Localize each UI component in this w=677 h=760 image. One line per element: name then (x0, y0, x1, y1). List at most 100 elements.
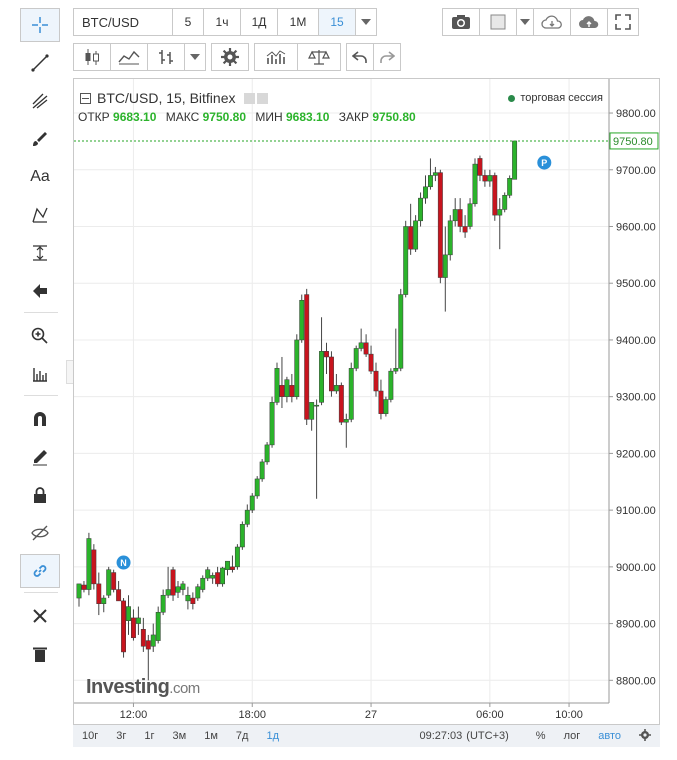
clock-timezone[interactable]: (UTC+3) (466, 730, 509, 742)
symbol-search[interactable]: BTC/USD (73, 8, 173, 36)
candle-body (76, 583, 82, 599)
candle-body (131, 617, 136, 639)
x-tick-label: 12:00 (120, 709, 148, 721)
chart-type-candles[interactable] (73, 43, 111, 71)
range-10y[interactable]: 10г (82, 730, 99, 742)
link-tool[interactable] (20, 554, 60, 588)
candle-body (437, 172, 443, 278)
color-button[interactable] (479, 8, 517, 36)
candle-body (269, 402, 275, 446)
brand-main: Investing (86, 676, 170, 698)
event-badge-circle (116, 555, 131, 570)
screenshot-button[interactable] (442, 8, 480, 36)
candle-body (457, 209, 463, 227)
range-3y[interactable]: 3г (116, 730, 127, 742)
y-tick-label: 9700.00 (616, 165, 656, 177)
range-1m[interactable]: 1м (204, 730, 218, 742)
candle (220, 566, 226, 587)
ruler-tool[interactable] (20, 357, 60, 391)
candle (140, 617, 146, 652)
measure-tool[interactable] (20, 236, 60, 270)
range-3m[interactable]: 3м (172, 730, 187, 742)
ohlc-values: ОТКР 9683.10 МАКС 9750.80 МИН 9683.10 ЗА… (78, 110, 416, 124)
candle-body (329, 356, 334, 392)
candle-body (309, 402, 315, 420)
event-badge[interactable]: P (537, 155, 552, 170)
hide-tool[interactable] (20, 516, 60, 550)
interval-dropdown[interactable] (355, 8, 377, 36)
candle (329, 351, 334, 397)
trash-tool[interactable] (20, 637, 60, 671)
chart-grid (74, 79, 609, 703)
chart-type-area[interactable] (110, 43, 148, 71)
chart-type-dropdown[interactable] (184, 43, 206, 71)
candle-body (502, 195, 508, 210)
crosshair-tool[interactable] (20, 8, 60, 42)
candle (324, 342, 329, 374)
candle-body (155, 611, 161, 641)
gear-icon (221, 48, 239, 66)
range-1y[interactable]: 1г (144, 730, 155, 742)
lock-tool[interactable] (20, 478, 60, 512)
compare-button[interactable] (297, 43, 341, 71)
interval-1m[interactable]: 1М (277, 8, 319, 36)
candle (413, 215, 419, 253)
interval-5-label: 5 (184, 15, 192, 29)
scale-settings[interactable] (630, 728, 660, 744)
pitchfork-tool[interactable] (20, 84, 60, 118)
eye-icon[interactable] (243, 92, 255, 104)
candle (284, 376, 290, 403)
pencil-lock-tool[interactable] (20, 440, 60, 474)
candle (96, 572, 102, 616)
candle (259, 459, 265, 482)
range-1d[interactable]: 1д (266, 730, 279, 742)
log-toggle[interactable]: лог (563, 730, 581, 742)
brand-suffix: .com (169, 680, 200, 697)
color-dropdown[interactable] (516, 8, 534, 36)
tools-tool[interactable] (20, 599, 60, 633)
settings-button[interactable] (211, 43, 249, 71)
event-badge[interactable]: N (116, 555, 131, 570)
y-tick-label: 8800.00 (616, 675, 656, 687)
chart-legend: BTC/USD, 15, Bitfinex (80, 90, 268, 106)
candle-body (111, 572, 117, 590)
fullscreen-button[interactable] (607, 8, 639, 36)
candle (195, 583, 201, 601)
candle-body (180, 583, 186, 590)
candle (502, 192, 508, 213)
candle (101, 595, 107, 613)
studies-button[interactable] (254, 43, 298, 71)
eye-hide-icon (31, 525, 49, 541)
interval-1d-label: 1Д (251, 15, 267, 29)
candle (205, 566, 211, 582)
candle-body (170, 569, 176, 596)
left-toolbar: Aa (20, 8, 62, 675)
brush-tool[interactable] (20, 122, 60, 156)
candle (111, 569, 117, 593)
candle (289, 373, 295, 403)
percent-toggle[interactable]: % (535, 730, 546, 742)
interval-15[interactable]: 15 (318, 8, 356, 36)
candle-body (230, 566, 235, 570)
pattern-tool[interactable] (20, 198, 60, 232)
candle (230, 555, 235, 573)
indicators-icon (118, 50, 140, 65)
range-7d[interactable]: 7д (235, 730, 249, 742)
redo-button[interactable] (373, 43, 401, 71)
auto-toggle[interactable]: авто (598, 730, 621, 742)
candle-body (234, 546, 240, 568)
interval-1d[interactable]: 1Д (240, 8, 278, 36)
legend-collapse[interactable] (80, 92, 91, 104)
arrow-tool[interactable] (20, 274, 60, 308)
interval-5[interactable]: 5 (172, 8, 204, 36)
candle (432, 166, 438, 182)
gear-icon[interactable] (256, 92, 268, 104)
candle-body (145, 640, 151, 650)
y-tick-label: 9400.00 (616, 335, 656, 347)
zoom-tool[interactable] (20, 319, 60, 353)
trend-line-tool[interactable] (20, 46, 60, 80)
high-value: 9750.80 (202, 110, 247, 124)
magnet-tool[interactable] (20, 402, 60, 436)
text-tool[interactable]: Aa (20, 160, 60, 194)
